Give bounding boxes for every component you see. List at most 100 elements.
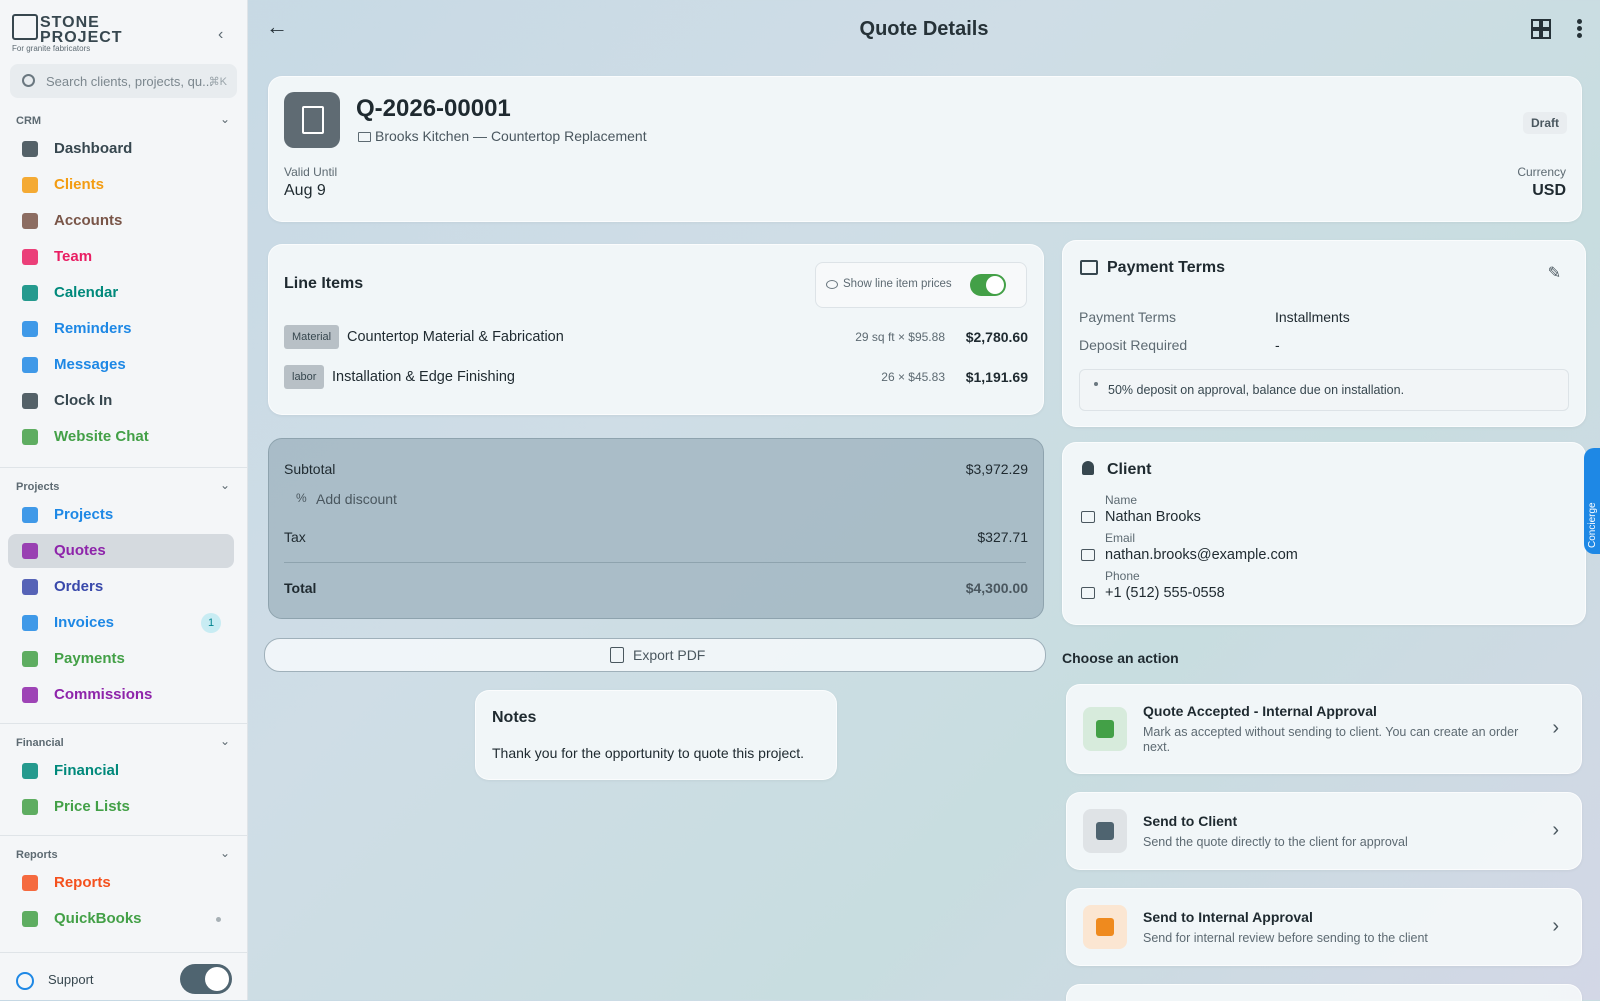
page-title: Quote Details bbox=[859, 18, 989, 40]
payment-terms-title: Payment Terms bbox=[1107, 259, 1225, 276]
nav-item[interactable]: Invoices 1 bbox=[8, 606, 234, 640]
section-divider bbox=[0, 467, 247, 468]
quote-number: Q-2026-00001 bbox=[356, 95, 511, 122]
term-value: Installments bbox=[1275, 309, 1350, 325]
nav-label: Commissions bbox=[54, 686, 153, 703]
nav-item[interactable]: Price Lists bbox=[8, 790, 234, 824]
client-title: Client bbox=[1107, 461, 1152, 478]
line-items-title: Line Items bbox=[284, 275, 364, 292]
section-header: CRM bbox=[16, 115, 42, 127]
person-icon bbox=[1082, 461, 1094, 475]
action-card[interactable]: Quote Accepted - Internal Approval Mark a… bbox=[1066, 684, 1582, 774]
chevron: › bbox=[1552, 915, 1559, 937]
nav-item[interactable]: Clients bbox=[8, 168, 234, 202]
nav-label: Clock In bbox=[54, 392, 113, 409]
collapse-button[interactable]: ‹ bbox=[218, 26, 224, 43]
nav-label: Projects bbox=[54, 506, 114, 523]
export-label: Export PDF bbox=[633, 647, 706, 663]
section-header: Projects bbox=[16, 481, 60, 493]
client-card: Client Name Nathan Brooks Email nathan.brook… bbox=[1062, 442, 1586, 625]
nav-label: Accounts bbox=[54, 212, 123, 229]
price-toggle[interactable]: Show line item prices bbox=[815, 262, 1027, 308]
tax-label: Tax bbox=[284, 529, 306, 545]
nav-item[interactable]: Financial bbox=[8, 754, 234, 788]
nav-label: Orders bbox=[54, 578, 104, 595]
action-glyph bbox=[1096, 918, 1114, 936]
nav-item[interactable]: Team bbox=[8, 240, 234, 274]
nav-item[interactable]: Dashboard bbox=[8, 132, 234, 166]
nav-icon bbox=[22, 543, 38, 559]
item-amount: $1,191.69 bbox=[965, 369, 1028, 385]
bullet bbox=[1094, 382, 1098, 386]
field-label: Name bbox=[1105, 493, 1138, 507]
section-toggle[interactable]: ⌄ bbox=[220, 478, 231, 492]
notes-title: Notes bbox=[492, 709, 537, 726]
item-amount: $2,780.60 bbox=[965, 329, 1028, 345]
section-toggle[interactable]: ⌄ bbox=[220, 112, 231, 126]
field-value: Nathan Brooks bbox=[1105, 509, 1201, 525]
nav-item[interactable]: Website Chat bbox=[8, 420, 234, 454]
nav-item[interactable]: Projects bbox=[8, 498, 234, 532]
add-discount[interactable]: Add discount bbox=[316, 491, 397, 507]
nav-label: Price Lists bbox=[54, 798, 130, 815]
nav-item[interactable]: Clock In bbox=[8, 384, 234, 418]
logo-mark bbox=[12, 14, 38, 40]
action-description: Send for internal review before sending … bbox=[1143, 931, 1428, 945]
nav-label: Financial bbox=[54, 762, 120, 779]
more-menu[interactable] bbox=[1577, 19, 1583, 39]
section-toggle[interactable]: ⌄ bbox=[220, 846, 231, 860]
support-toggle[interactable] bbox=[180, 964, 232, 994]
dot bbox=[1577, 33, 1582, 38]
action-icon bbox=[1083, 809, 1127, 853]
payment-terms-card: Payment Terms ✎ Payment Terms Installments D… bbox=[1062, 240, 1586, 427]
nav-item[interactable]: Messages bbox=[8, 348, 234, 382]
nav-item[interactable]: Reports bbox=[8, 866, 234, 900]
nav-icon bbox=[22, 429, 38, 445]
action-glyph bbox=[1096, 822, 1114, 840]
line-items-card: Line Items Show line item prices Material C… bbox=[268, 244, 1044, 415]
action-description: Send the quote directly to the client fo… bbox=[1143, 835, 1408, 849]
search-box[interactable]: Search clients, projects, qu... ⌘K bbox=[10, 64, 237, 98]
nav-icon bbox=[22, 911, 38, 927]
project-link[interactable]: Brooks Kitchen — Countertop Replacement bbox=[375, 128, 647, 144]
valid-until-label: Valid Until bbox=[284, 165, 338, 179]
field-value: nathan.brooks@example.com bbox=[1105, 547, 1298, 563]
nav-item[interactable]: Calendar bbox=[8, 276, 234, 310]
field-value: +1 (512) 555-0558 bbox=[1105, 585, 1225, 601]
nav-icon bbox=[22, 321, 38, 337]
export-button[interactable]: Export PDF bbox=[264, 638, 1046, 672]
search-icon bbox=[22, 74, 35, 87]
nav-icon bbox=[22, 799, 38, 815]
nav-icon bbox=[22, 687, 38, 703]
action-card-partial[interactable] bbox=[1066, 984, 1582, 1001]
view-toggle[interactable] bbox=[1531, 19, 1551, 39]
nav-item[interactable]: QuickBooks bbox=[8, 902, 234, 936]
section-toggle[interactable]: ⌄ bbox=[220, 734, 231, 748]
nav-label: Calendar bbox=[54, 284, 119, 301]
card-icon bbox=[1080, 260, 1098, 275]
action-card[interactable]: Send to Internal Approval Send for intern… bbox=[1066, 888, 1582, 966]
field-icon bbox=[1081, 511, 1095, 523]
nav-item[interactable]: Quotes bbox=[8, 534, 234, 568]
nav-icon bbox=[22, 579, 38, 595]
nav-item[interactable]: Reminders bbox=[8, 312, 234, 346]
pdf-icon bbox=[610, 647, 624, 663]
quote-icon-glyph bbox=[302, 106, 324, 134]
nav-item[interactable]: Commissions bbox=[8, 678, 234, 712]
nav-item[interactable]: Orders bbox=[8, 570, 234, 604]
item-name: Installation & Edge Finishing bbox=[332, 369, 515, 385]
nav-label: Quotes bbox=[54, 542, 106, 559]
nav-item[interactable]: Payments bbox=[8, 642, 234, 676]
discount-icon[interactable]: % bbox=[296, 491, 307, 505]
back-button[interactable]: ← bbox=[266, 14, 288, 39]
currency-label: Currency bbox=[1517, 165, 1566, 179]
nav-icon bbox=[22, 651, 38, 667]
edit-button[interactable]: ✎ bbox=[1547, 265, 1561, 282]
notes-text: Thank you for the opportunity to quote t… bbox=[492, 745, 805, 761]
action-card[interactable]: Send to Client Send the quote directly to… bbox=[1066, 792, 1582, 870]
actions-title: Choose an action bbox=[1062, 650, 1179, 666]
totals-card: Subtotal $3,972.29% Add discount Tax $327.71… bbox=[268, 438, 1044, 619]
nav-item[interactable]: Accounts bbox=[8, 204, 234, 238]
concierge-tab[interactable]: Concierge bbox=[1584, 448, 1600, 554]
